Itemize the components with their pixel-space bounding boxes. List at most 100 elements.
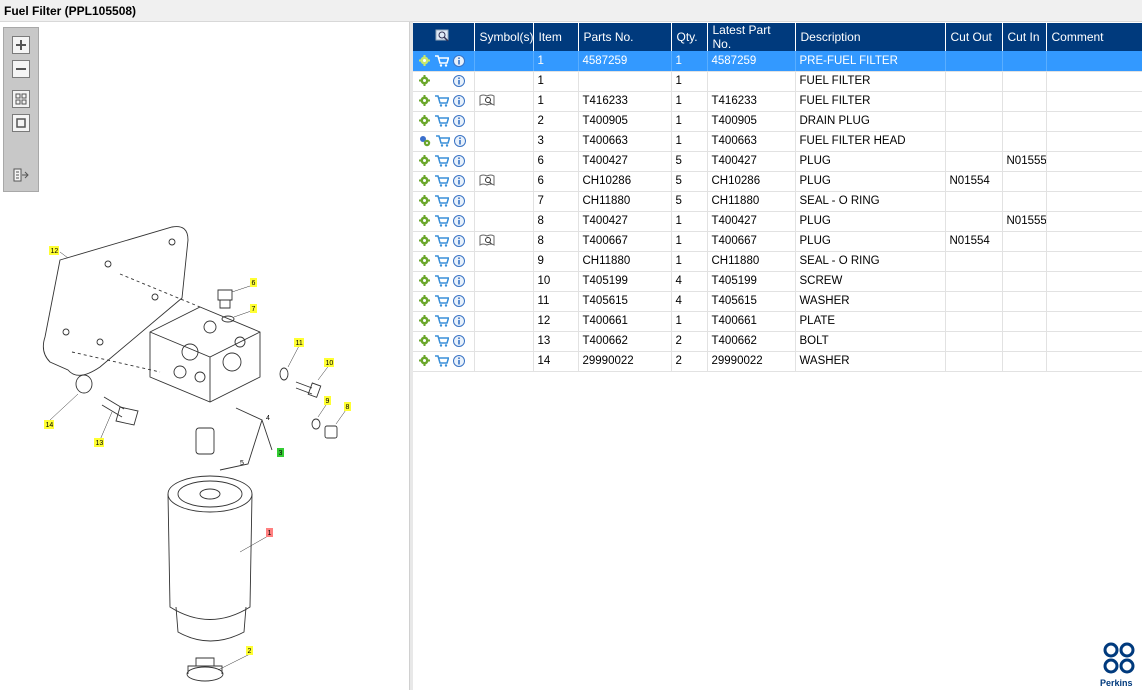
column-header-latest-part-no[interactable]: Latest Part No. [707, 23, 796, 51]
row-part-no: T405199 [578, 271, 672, 292]
table-row[interactable]: 1 1 FUEL FILTER [413, 71, 1142, 92]
column-header-symbols[interactable]: Symbol(s) [474, 23, 534, 51]
table-row[interactable]: 9 CH11880 1 CH11880 SEAL - O RING [413, 251, 1142, 272]
options-gear-icon[interactable] [419, 115, 430, 127]
fit-window-icon[interactable] [12, 114, 30, 132]
row-item: 6 [533, 171, 579, 192]
info-icon[interactable] [453, 274, 465, 287]
pane-splitter[interactable] [409, 22, 413, 690]
info-icon[interactable] [453, 354, 465, 367]
callout-2[interactable]: 2 [246, 646, 253, 655]
row-item: 11 [533, 291, 579, 312]
info-icon[interactable] [453, 254, 465, 267]
add-to-cart-icon[interactable] [434, 95, 449, 107]
callout-14[interactable]: 14 [44, 420, 54, 429]
options-gear-icon[interactable] [419, 55, 430, 67]
row-cut-in [1002, 231, 1047, 252]
info-icon[interactable] [453, 334, 465, 347]
options-gear-icon[interactable] [419, 235, 430, 247]
add-to-cart-icon[interactable] [434, 355, 449, 367]
info-icon[interactable] [453, 314, 465, 327]
add-to-cart-icon[interactable] [434, 155, 449, 167]
info-icon[interactable] [453, 74, 465, 87]
options-gear-icon[interactable] [419, 75, 430, 87]
callout-7[interactable]: 7 [250, 304, 257, 313]
options-gear-icon[interactable] [419, 275, 430, 287]
column-header-comment[interactable]: Comment [1046, 23, 1142, 51]
callout-12[interactable]: 12 [49, 246, 59, 255]
table-row[interactable]: 3 T400663 1 T400663 FUEL FILTER HEAD [413, 131, 1142, 152]
options-gear-icon[interactable] [419, 175, 430, 187]
column-header-qty[interactable]: Qty. [671, 23, 708, 51]
table-row[interactable]: 12 T400661 1 T400661 PLATE [413, 311, 1142, 332]
column-header-parts-no[interactable]: Parts No. [578, 23, 672, 51]
info-icon[interactable] [453, 114, 465, 127]
options-gear-icon[interactable] [419, 195, 430, 207]
callout-1[interactable]: 1 [266, 528, 273, 537]
column-header-actions[interactable] [413, 23, 475, 51]
drawing-pane[interactable]: 12 6 7 11 10 9 8 14 13 3 1 2 4 5 [0, 22, 409, 690]
callout-6[interactable]: 6 [250, 278, 257, 287]
table-row[interactable]: 8 T400667 1 T400667 PLUG N01554 [413, 231, 1142, 252]
row-symbols [474, 331, 534, 352]
table-row[interactable]: 10 T405199 4 T405199 SCREW [413, 271, 1142, 292]
add-to-cart-icon[interactable] [434, 235, 449, 247]
add-to-cart-icon[interactable] [434, 195, 449, 207]
add-to-cart-icon[interactable] [434, 175, 449, 187]
add-to-cart-icon[interactable] [434, 255, 449, 267]
callout-10[interactable]: 10 [324, 358, 334, 367]
add-to-cart-icon[interactable] [434, 54, 449, 67]
options-gear-icon[interactable] [419, 335, 430, 347]
column-header-cut-out[interactable]: Cut Out [945, 23, 1003, 51]
zoom-out-icon[interactable] [12, 60, 30, 78]
add-to-cart-icon[interactable] [434, 315, 449, 327]
row-latest-part-no: T405615 [707, 291, 796, 312]
options-gear-icon[interactable] [419, 155, 430, 167]
options-gear-icon[interactable] [419, 95, 430, 107]
table-row[interactable]: 13 T400662 2 T400662 BOLT [413, 331, 1142, 352]
callout-11[interactable]: 11 [294, 338, 304, 347]
info-icon[interactable] [453, 234, 465, 247]
info-icon[interactable] [453, 194, 465, 207]
callout-8[interactable]: 8 [344, 402, 351, 411]
table-row[interactable]: 2 T400905 1 T400905 DRAIN PLUG [413, 111, 1142, 132]
info-icon[interactable] [453, 94, 465, 107]
options-gear-icon[interactable] [419, 215, 430, 227]
callout-13[interactable]: 13 [94, 438, 104, 447]
search-parts-icon[interactable] [435, 29, 451, 43]
info-icon[interactable] [453, 294, 465, 307]
column-header-description[interactable]: Description [795, 23, 946, 51]
options-gear-icon[interactable] [419, 355, 430, 367]
fit-all-icon[interactable] [12, 90, 30, 108]
column-header-item[interactable]: Item [533, 23, 579, 51]
add-to-cart-icon[interactable] [435, 135, 450, 147]
table-row[interactable]: 7 CH11880 5 CH11880 SEAL - O RING [413, 191, 1142, 212]
info-icon[interactable] [453, 214, 465, 227]
table-row[interactable]: 14 29990022 2 29990022 WASHER [413, 351, 1142, 372]
options-gear-icon[interactable] [419, 315, 430, 327]
add-to-cart-icon[interactable] [434, 275, 449, 287]
info-icon[interactable] [453, 174, 465, 187]
add-to-cart-icon[interactable] [434, 215, 449, 227]
zoom-in-icon[interactable] [12, 36, 30, 54]
add-to-cart-icon[interactable] [434, 295, 449, 307]
options-gear-icon[interactable] [419, 255, 430, 267]
add-to-cart-icon[interactable] [434, 115, 449, 127]
info-icon[interactable] [453, 54, 465, 67]
add-to-cart-icon[interactable] [434, 335, 449, 347]
callout-3[interactable]: 3 [277, 448, 284, 457]
table-row[interactable]: 1 T416233 1 T416233 FUEL FILTER [413, 91, 1142, 112]
assembly-gears-icon[interactable] [419, 135, 431, 147]
column-header-cut-in[interactable]: Cut In [1002, 23, 1047, 51]
callout-9[interactable]: 9 [324, 396, 331, 405]
export-icon[interactable] [12, 166, 30, 184]
table-row[interactable]: 1 4587259 1 4587259 PRE-FUEL FILTER [413, 51, 1142, 72]
row-actions [413, 111, 475, 132]
table-row[interactable]: 8 T400427 1 T400427 PLUG N01555 [413, 211, 1142, 232]
table-row[interactable]: 6 T400427 5 T400427 PLUG N01555 [413, 151, 1142, 172]
table-row[interactable]: 6 CH10286 5 CH10286 PLUG N01554 [413, 171, 1142, 192]
table-row[interactable]: 11 T405615 4 T405615 WASHER [413, 291, 1142, 312]
info-icon[interactable] [454, 134, 466, 147]
info-icon[interactable] [453, 154, 465, 167]
options-gear-icon[interactable] [419, 295, 430, 307]
